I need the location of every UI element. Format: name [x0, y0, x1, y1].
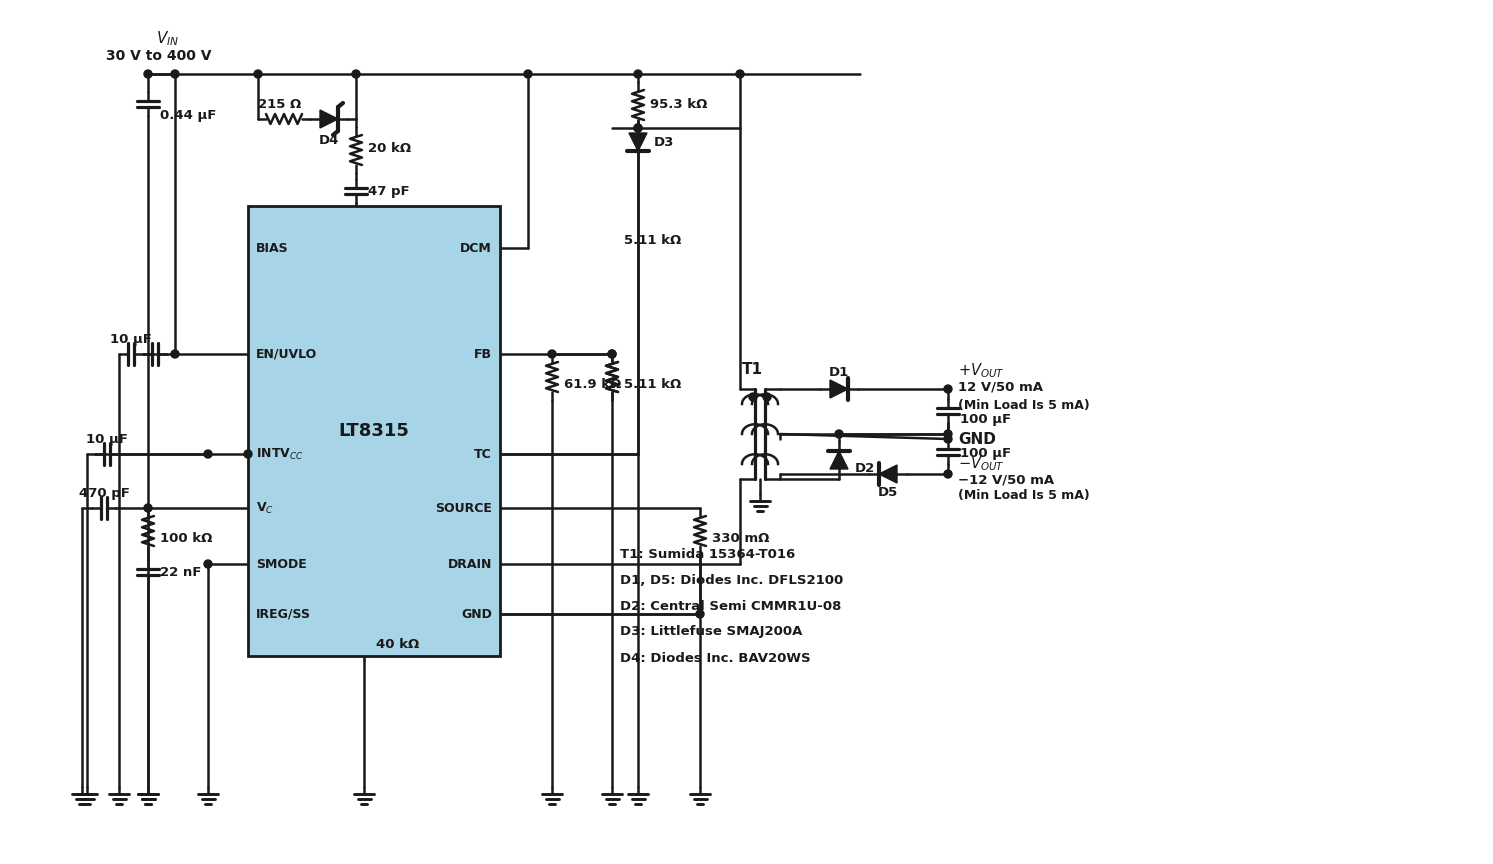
Text: 470 pF: 470 pF: [79, 487, 130, 500]
Circle shape: [205, 560, 212, 568]
Text: 5.11 kΩ: 5.11 kΩ: [624, 234, 681, 247]
Text: 10 μF: 10 μF: [110, 334, 152, 346]
Circle shape: [944, 470, 953, 478]
Text: D3: Littlefuse SMAJ200A: D3: Littlefuse SMAJ200A: [620, 626, 802, 638]
Text: 22 nF: 22 nF: [160, 566, 202, 579]
Text: D4: Diodes Inc. BAV20WS: D4: Diodes Inc. BAV20WS: [620, 651, 811, 664]
Circle shape: [608, 350, 617, 358]
Text: GND: GND: [959, 431, 996, 447]
Text: $+V_{OUT}$: $+V_{OUT}$: [959, 362, 1005, 380]
Text: D1, D5: Diodes Inc. DFLS2100: D1, D5: Diodes Inc. DFLS2100: [620, 574, 844, 587]
Text: INTV$_{CC}$: INTV$_{CC}$: [255, 447, 303, 461]
Text: 330 mΩ: 330 mΩ: [712, 531, 769, 544]
Text: EN/UVLO: EN/UVLO: [255, 347, 317, 360]
Polygon shape: [629, 133, 646, 151]
Bar: [248, 206, 500, 656]
Text: $V_{IN}$: $V_{IN}$: [155, 29, 179, 48]
Text: 215 Ω: 215 Ω: [258, 98, 302, 111]
Circle shape: [548, 350, 555, 358]
Text: T1: Sumida 15364-T016: T1: Sumida 15364-T016: [620, 548, 796, 561]
Text: D3: D3: [654, 136, 675, 149]
Text: 10 μF: 10 μF: [87, 434, 128, 447]
Polygon shape: [879, 465, 897, 483]
Circle shape: [944, 385, 953, 393]
Circle shape: [143, 504, 152, 512]
Text: D2: D2: [855, 462, 875, 475]
Text: GND: GND: [461, 607, 493, 620]
Text: 5.11 kΩ: 5.11 kΩ: [624, 378, 681, 391]
Text: 40 kΩ: 40 kΩ: [376, 638, 420, 651]
Circle shape: [352, 70, 360, 78]
Circle shape: [172, 70, 179, 78]
Text: SOURCE: SOURCE: [434, 501, 493, 514]
Circle shape: [205, 450, 212, 458]
Circle shape: [172, 350, 179, 358]
Text: 30 V to 400 V: 30 V to 400 V: [106, 49, 212, 63]
Circle shape: [608, 350, 617, 358]
Text: D5: D5: [878, 486, 899, 499]
Text: D2: Central Semi CMMR1U-08: D2: Central Semi CMMR1U-08: [620, 600, 842, 613]
Text: LT8315: LT8315: [339, 422, 409, 440]
Text: (Min Load Is 5 mA): (Min Load Is 5 mA): [959, 490, 1090, 503]
Circle shape: [944, 435, 953, 443]
Text: 0.44 μF: 0.44 μF: [160, 110, 216, 123]
Text: 100 kΩ: 100 kΩ: [160, 531, 212, 544]
Text: 61.9 kΩ: 61.9 kΩ: [564, 378, 621, 391]
Circle shape: [254, 70, 261, 78]
Text: 100 μF: 100 μF: [960, 448, 1011, 461]
Text: DCM: DCM: [460, 242, 493, 255]
Text: (Min Load Is 5 mA): (Min Load Is 5 mA): [959, 398, 1090, 411]
Polygon shape: [830, 380, 848, 398]
Text: SMODE: SMODE: [255, 557, 306, 570]
Circle shape: [696, 610, 705, 618]
Circle shape: [635, 124, 642, 132]
Text: 12 V/50 mA: 12 V/50 mA: [959, 380, 1044, 393]
Circle shape: [749, 393, 757, 401]
Text: $-V_{OUT}$: $-V_{OUT}$: [959, 454, 1005, 473]
Text: BIAS: BIAS: [255, 242, 288, 255]
Text: DRAIN: DRAIN: [448, 557, 493, 570]
Polygon shape: [830, 451, 848, 469]
Circle shape: [763, 393, 770, 401]
Text: 20 kΩ: 20 kΩ: [367, 143, 411, 156]
Text: T1: T1: [742, 361, 763, 377]
Circle shape: [635, 124, 642, 132]
Circle shape: [243, 450, 252, 458]
Text: D1: D1: [829, 366, 850, 379]
Polygon shape: [320, 110, 337, 128]
Circle shape: [635, 70, 642, 78]
Text: TC: TC: [475, 448, 493, 461]
Text: 95.3 kΩ: 95.3 kΩ: [649, 98, 708, 111]
Text: −12 V/50 mA: −12 V/50 mA: [959, 473, 1054, 486]
Text: 47 pF: 47 pF: [367, 185, 409, 198]
Circle shape: [143, 70, 152, 78]
Text: FB: FB: [473, 347, 493, 360]
Text: 100 μF: 100 μF: [960, 412, 1011, 425]
Text: V$_C$: V$_C$: [255, 500, 273, 516]
Circle shape: [524, 70, 532, 78]
Text: IREG/SS: IREG/SS: [255, 607, 311, 620]
Circle shape: [944, 430, 953, 438]
Circle shape: [736, 70, 744, 78]
Text: D4: D4: [320, 135, 339, 148]
Circle shape: [835, 430, 844, 438]
